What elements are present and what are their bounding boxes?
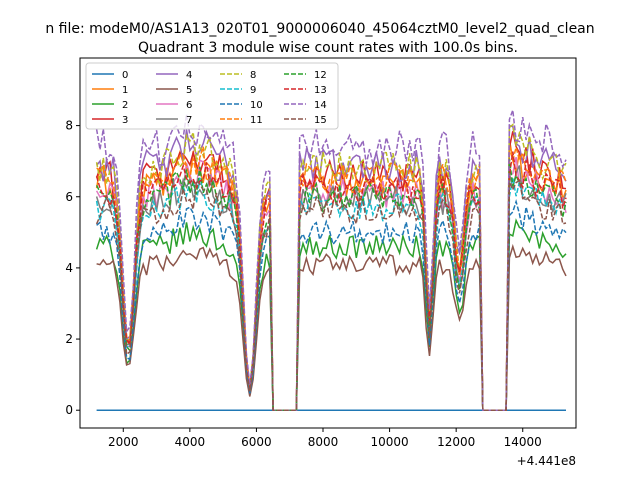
series-line-14 — [95, 109, 567, 411]
x-tick-label: 8000 — [308, 435, 339, 449]
series-layer — [95, 109, 567, 411]
legend-label-12: 12 — [314, 70, 327, 81]
legend-label-3: 3 — [122, 115, 128, 126]
plot-frame — [79, 57, 577, 429]
legend-label-11: 11 — [250, 115, 263, 126]
y-tick-label: 0 — [65, 403, 73, 417]
axes-layer: 2000 4000 6000 8000 10000 12000 14000 0 2 4 6 8 — [65, 119, 541, 449]
legend-label-10: 10 — [250, 100, 263, 111]
y-tick-label: 6 — [65, 190, 73, 204]
x-tick-label: 2000 — [108, 435, 139, 449]
legend-label-14: 14 — [314, 100, 327, 111]
y-tick-label: 4 — [65, 261, 73, 275]
x-tick-label: 4000 — [175, 435, 206, 449]
x-tick-label: 6000 — [241, 435, 272, 449]
legend-label-1: 1 — [122, 85, 128, 96]
y-tick-label: 8 — [65, 119, 73, 133]
legend-label-6: 6 — [186, 100, 192, 111]
y-tick-label: 2 — [65, 332, 73, 346]
legend-label-8: 8 — [250, 70, 256, 81]
legend-label-9: 9 — [250, 85, 256, 96]
legend-label-13: 13 — [314, 85, 327, 96]
series-line-12 — [95, 158, 567, 411]
series-line-5 — [96, 243, 567, 411]
legend-label-15: 15 — [314, 115, 327, 126]
legend-label-7: 7 — [186, 115, 192, 126]
legend-box — [85, 62, 339, 130]
legend-label-2: 2 — [122, 100, 128, 111]
series-line-15 — [95, 178, 567, 411]
series-line-10 — [96, 198, 567, 411]
x-tick-label: 14000 — [504, 435, 542, 449]
legend-label-5: 5 — [186, 85, 192, 96]
legend-label-0: 0 — [122, 70, 128, 81]
x-tick-label: 12000 — [437, 435, 475, 449]
x-offset-label: +4.441e8 — [517, 454, 576, 468]
legend-label-4: 4 — [186, 70, 192, 81]
series-line-7 — [95, 165, 567, 411]
chart-title: Quadrant 3 module wise count rates with … — [138, 40, 518, 56]
series-line-8 — [95, 123, 567, 411]
series-line-2 — [95, 218, 567, 411]
series-line-9 — [95, 177, 567, 411]
figure-suptitle: n file: modeM0/AS1A13_020T01_9000006040_… — [45, 21, 594, 37]
x-tick-label: 10000 — [370, 435, 408, 449]
